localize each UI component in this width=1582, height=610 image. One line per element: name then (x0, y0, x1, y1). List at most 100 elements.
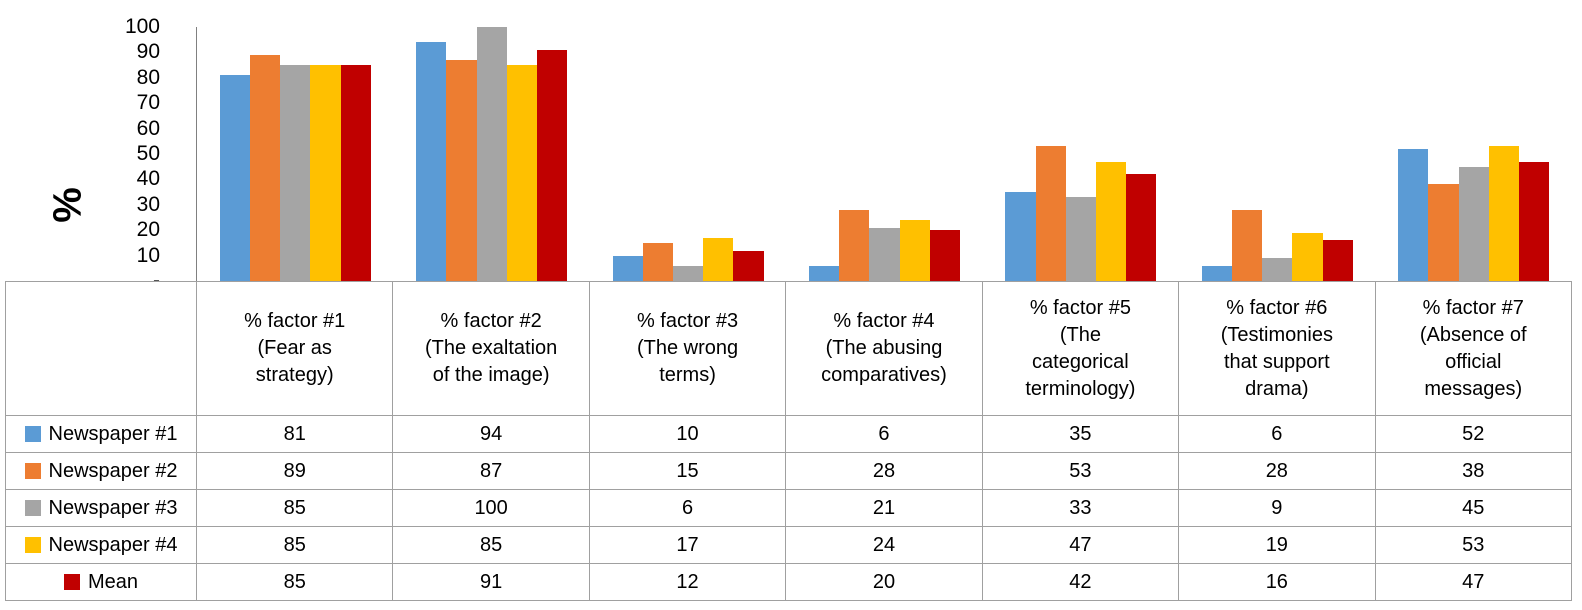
series-row-newspaper-1: Newspaper #1 81 94 10 6 35 6 52 (5, 415, 1572, 453)
series-name-label: Newspaper #3 (48, 496, 178, 519)
value-cell-newspaper-2-factor-7: 38 (1374, 452, 1572, 490)
series-name-label: Newspaper #1 (48, 422, 178, 445)
value-cell-mean-factor-3: 12 (588, 563, 787, 601)
value-cell-newspaper-2-factor-3: 15 (588, 452, 787, 490)
value-cell-newspaper-1-factor-2: 94 (392, 415, 590, 453)
value-cell-newspaper-3-factor-6: 9 (1178, 489, 1376, 527)
data-table: % factor #1 (Fear as strategy)% factor #… (5, 281, 1572, 601)
category-header-factor-3: % factor #3 (The wrong terms) (588, 281, 787, 416)
bar-newspaper-1-factor-7 (1398, 148, 1429, 281)
value-cell-newspaper-3-factor-5: 33 (981, 489, 1180, 527)
category-header-factor-5: % factor #5 (The categorical terminology… (981, 281, 1180, 416)
bar-mean-factor-6 (1322, 240, 1353, 281)
bar-newspaper-1-factor-3 (612, 255, 643, 281)
value-cell-mean-factor-5: 42 (981, 563, 1180, 601)
value-cell-mean-factor-1: 85 (195, 563, 394, 601)
bar-newspaper-1-factor-2 (416, 42, 447, 281)
value-cell-mean-factor-2: 91 (392, 563, 590, 601)
value-cell-mean-factor-4: 20 (785, 563, 983, 601)
value-cell-newspaper-4-factor-2: 85 (392, 526, 590, 564)
value-cell-newspaper-1-factor-6: 6 (1178, 415, 1376, 453)
bar-newspaper-4-factor-6 (1292, 232, 1323, 281)
y-tick-label-20: 20 (136, 218, 160, 242)
series-row-mean: Mean 85 91 12 20 42 16 47 (5, 563, 1572, 601)
value-cell-newspaper-1-factor-1: 81 (195, 415, 394, 453)
bar-mean-factor-4 (929, 230, 961, 281)
y-tick-label-90: 90 (136, 40, 160, 64)
bar-newspaper-4-factor-7 (1488, 146, 1520, 281)
value-cell-newspaper-3-factor-7: 45 (1374, 489, 1572, 527)
series-name-label: Newspaper #4 (48, 533, 178, 556)
bar-newspaper-4-factor-4 (899, 220, 930, 281)
bar-newspaper-4-factor-5 (1096, 161, 1127, 281)
y-tick-label-50: 50 (136, 142, 160, 165)
series-name-cell: Newspaper #2 (5, 452, 197, 490)
value-cell-newspaper-2-factor-1: 89 (195, 452, 394, 490)
bar-newspaper-1-factor-4 (808, 265, 840, 281)
value-cell-newspaper-2-factor-5: 53 (981, 452, 1180, 490)
table-corner-cell (5, 281, 197, 416)
bar-newspaper-3-factor-2 (476, 27, 507, 281)
category-header-factor-7: % factor #7 (Absence of official message… (1374, 281, 1572, 416)
value-cell-newspaper-3-factor-1: 85 (195, 489, 394, 527)
value-cell-newspaper-4-factor-4: 24 (785, 526, 983, 564)
bar-newspaper-1-factor-5 (1005, 192, 1036, 281)
bar-newspaper-2-factor-7 (1428, 184, 1459, 281)
legend-key-newspaper-1 (24, 425, 41, 442)
value-cell-newspaper-4-factor-1: 85 (195, 526, 394, 564)
y-tick-label-80: 80 (136, 65, 160, 89)
series-row-newspaper-3: Newspaper #3 85 100 6 21 33 9 45 (5, 489, 1572, 527)
value-cell-newspaper-4-factor-7: 53 (1374, 526, 1572, 564)
category-header-factor-6: % factor #6 (Testimonies that support dr… (1178, 281, 1376, 416)
category-header-factor-1: % factor #1 (Fear as strategy) (195, 281, 394, 416)
value-cell-newspaper-2-factor-4: 28 (785, 452, 983, 490)
bar-newspaper-3-factor-6 (1262, 258, 1293, 281)
series-name-cell: Newspaper #1 (5, 415, 197, 453)
y-tick-label-10: 10 (136, 243, 160, 267)
value-cell-newspaper-3-factor-4: 21 (785, 489, 983, 527)
category-header-factor-4: % factor #4 (The abusing comparatives) (785, 281, 983, 416)
bar-newspaper-4-factor-2 (506, 65, 537, 281)
series-name-label: Newspaper #2 (48, 459, 178, 482)
y-tick-label-0: - (153, 269, 160, 292)
value-cell-newspaper-4-factor-3: 17 (588, 526, 787, 564)
series-name-cell: Newspaper #3 (5, 489, 197, 527)
legend-key-newspaper-2 (24, 462, 41, 479)
series-name-cell: Mean (5, 563, 197, 601)
value-cell-mean-factor-7: 47 (1374, 563, 1572, 601)
value-cell-newspaper-4-factor-5: 47 (981, 526, 1180, 564)
value-cell-newspaper-3-factor-2: 100 (392, 489, 590, 527)
value-cell-newspaper-1-factor-3: 10 (588, 415, 787, 453)
series-name-label: Mean (87, 570, 139, 593)
plot-area (196, 27, 1572, 281)
series-row-newspaper-2: Newspaper #2 89 87 15 28 53 28 38 (5, 452, 1572, 490)
category-header-factor-2: % factor #2 (The exaltation of the image… (392, 281, 590, 416)
bar-newspaper-2-factor-3 (642, 242, 673, 281)
bar-newspaper-2-factor-5 (1035, 146, 1066, 281)
value-cell-newspaper-2-factor-6: 28 (1178, 452, 1376, 490)
value-cell-newspaper-2-factor-2: 87 (392, 452, 590, 490)
value-cell-newspaper-4-factor-6: 19 (1178, 526, 1376, 564)
legend-key-newspaper-3 (24, 499, 41, 516)
value-cell-newspaper-1-factor-5: 35 (981, 415, 1180, 453)
bar-newspaper-4-factor-3 (703, 237, 734, 281)
bar-newspaper-2-factor-2 (446, 60, 477, 281)
value-cell-newspaper-1-factor-4: 6 (785, 415, 983, 453)
value-cell-newspaper-3-factor-3: 6 (588, 489, 787, 527)
category-header-row: % factor #1 (Fear as strategy)% factor #… (5, 281, 1572, 416)
bar-newspaper-2-factor-1 (249, 54, 281, 281)
bar-newspaper-4-factor-1 (310, 65, 341, 281)
bar-newspaper-3-factor-1 (280, 65, 311, 281)
bar-newspaper-3-factor-4 (869, 227, 900, 281)
bar-mean-factor-5 (1126, 174, 1157, 281)
series-row-newspaper-4: Newspaper #4 85 85 17 24 47 19 53 (5, 526, 1572, 564)
bar-newspaper-2-factor-4 (839, 209, 870, 281)
bar-newspaper-1-factor-1 (219, 75, 250, 281)
value-cell-mean-factor-6: 16 (1178, 563, 1376, 601)
value-cell-newspaper-1-factor-7: 52 (1374, 415, 1572, 453)
bar-newspaper-1-factor-6 (1201, 265, 1233, 281)
y-tick-label-30: 30 (136, 192, 160, 216)
bar-mean-factor-2 (536, 49, 568, 281)
y-tick-label-70: 70 (136, 91, 160, 115)
